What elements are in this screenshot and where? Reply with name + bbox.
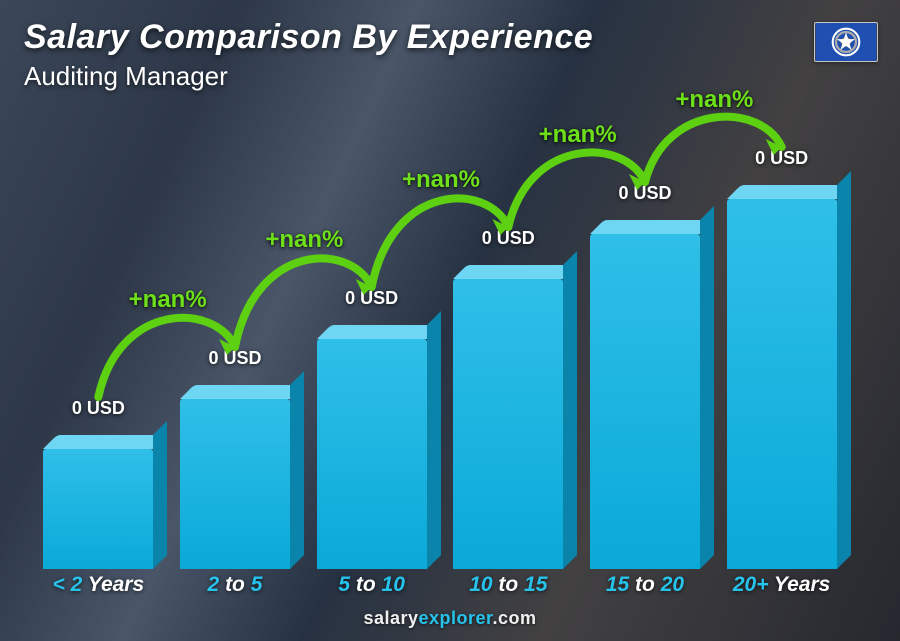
delta-label: +nan% xyxy=(129,286,207,314)
delta-arrow-path xyxy=(645,117,782,182)
x-axis-label: < 2 Years xyxy=(43,573,153,597)
x-axis-label: 5 to 10 xyxy=(317,573,427,597)
x-axis-label: 10 to 15 xyxy=(453,573,563,597)
delta-label: +nan% xyxy=(265,226,343,254)
flag-icon xyxy=(814,22,878,62)
footer-accent: explorer xyxy=(419,608,493,628)
page-subtitle: Auditing Manager xyxy=(24,61,593,92)
x-axis-label: 15 to 20 xyxy=(590,573,700,597)
delta-arrow-path xyxy=(508,152,645,227)
x-axis-label: 2 to 5 xyxy=(180,573,290,597)
page-title: Salary Comparison By Experience xyxy=(24,18,593,57)
delta-arrow-path xyxy=(98,318,235,397)
delta-arrow-path xyxy=(235,258,372,347)
delta-label: +nan% xyxy=(675,86,753,114)
title-block: Salary Comparison By Experience Auditing… xyxy=(24,18,593,92)
delta-label: +nan% xyxy=(402,166,480,194)
delta-arrow-path xyxy=(372,198,509,287)
footer-text: salary xyxy=(363,608,418,628)
x-axis-labels: < 2 Years 2 to 5 5 to 10 10 to 15 15 to 20 20… xyxy=(30,573,850,597)
footer-attribution: salaryexplorer.com xyxy=(0,608,900,629)
delta-label: +nan% xyxy=(539,121,617,149)
bar-chart: 0 USD0 USD0 USD0 USD0 USD0 USD +nan%+nan… xyxy=(30,99,850,569)
x-axis-label: 20+ Years xyxy=(727,573,837,597)
infographic-stage: Salary Comparison By Experience Auditing… xyxy=(0,0,900,641)
footer-suffix: .com xyxy=(493,608,537,628)
